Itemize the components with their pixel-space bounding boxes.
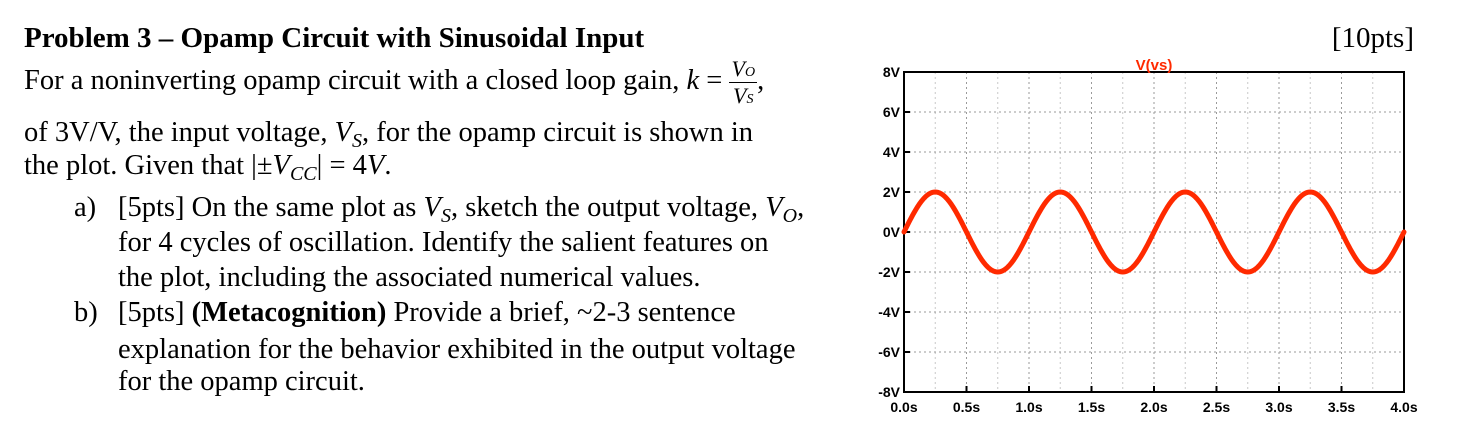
x-tick-label: 0.5s bbox=[953, 399, 980, 415]
intro-comma: , bbox=[757, 65, 765, 96]
vcc-symbol: V bbox=[272, 150, 290, 181]
intro-line-2: of 3V/V, the input voltage, VS, for the … bbox=[24, 117, 753, 153]
part-b-line-3: for the opamp circuit. bbox=[118, 366, 365, 397]
vs-sub: S bbox=[352, 130, 362, 152]
y-tick-label: 8V bbox=[883, 64, 901, 80]
fraction-numerator: V bbox=[731, 56, 745, 81]
x-axis-ticks: 0.0s 0.5s 1.0s 1.5s 2.0s 2.5s 3.0s 3.5s 4.0s bbox=[890, 386, 1418, 415]
part-b-line-1-a: [5pts] bbox=[118, 297, 192, 328]
problem-points: [10pts] bbox=[1331, 22, 1414, 54]
part-a-line-2: for 4 cycles of oscillation. Identify th… bbox=[118, 227, 769, 258]
part-a-line-1-b: , sketch the output voltage, bbox=[450, 192, 766, 223]
fraction-denominator: V bbox=[733, 83, 747, 108]
intro-line-2-a: of 3V/V, the input voltage, bbox=[24, 117, 335, 148]
part-a-vs-sub: S bbox=[440, 205, 451, 227]
vcc-sub: CC bbox=[289, 163, 317, 185]
y-tick-label: -2V bbox=[878, 264, 900, 280]
intro-line-3: the plot. Given that |±VCC| = 4V. bbox=[24, 150, 391, 186]
y-tick-label: 2V bbox=[883, 184, 901, 200]
y-tick-label: -8V bbox=[878, 384, 900, 400]
x-tick-label: 3.5s bbox=[1328, 399, 1355, 415]
gain-symbol: k bbox=[686, 65, 700, 96]
part-a-line-3: the plot, including the associated numer… bbox=[118, 262, 701, 293]
y-axis-ticks: 8V 6V 4V 2V 0V -2V -4V -6V -8V bbox=[878, 64, 910, 400]
part-a-line-1: [5pts] On the same plot as VS, sketch th… bbox=[118, 192, 804, 228]
series-line-vs bbox=[901, 189, 1407, 275]
x-tick-label: 2.0s bbox=[1140, 399, 1167, 415]
part-a-line-1-a: [5pts] On the same plot as bbox=[118, 192, 424, 223]
volt-unit: V bbox=[366, 150, 385, 181]
x-tick-label: 0.0s bbox=[890, 399, 917, 415]
part-b-label: b) bbox=[74, 297, 98, 328]
part-b-line-2: explanation for the behavior exhibited i… bbox=[118, 334, 796, 365]
x-tick-label: 2.5s bbox=[1203, 399, 1230, 415]
intro-line-3-b: | = 4 bbox=[316, 150, 367, 181]
equals-sign: = bbox=[706, 65, 723, 96]
vs-symbol: V bbox=[334, 117, 352, 148]
x-tick-label: 3.0s bbox=[1265, 399, 1292, 415]
part-a-label: a) bbox=[74, 192, 97, 223]
y-tick-label: -4V bbox=[878, 304, 900, 320]
intro-line-1: For a noninverting opamp circuit with a … bbox=[24, 58, 764, 107]
intro-line-2-b: , for the opamp circuit is shown in bbox=[362, 117, 754, 148]
metacognition-label: (Metacognition) bbox=[191, 297, 387, 328]
chart-title: V(vs) bbox=[1136, 57, 1173, 74]
gain-fraction: VO VS bbox=[729, 56, 758, 108]
part-a-vo-sub: O bbox=[782, 205, 798, 227]
part-a-vo-symbol: V bbox=[765, 192, 783, 223]
intro-text: For a noninverting opamp circuit with a … bbox=[24, 65, 687, 96]
y-tick-label: 4V bbox=[883, 144, 901, 160]
x-tick-label: 1.0s bbox=[1015, 399, 1042, 415]
part-b-line-1-b: Provide a brief, ~2-3 sentence bbox=[386, 297, 736, 328]
x-tick-label: 1.5s bbox=[1078, 399, 1105, 415]
intro-line-3-a: the plot. Given that |± bbox=[24, 150, 273, 181]
fraction-numerator-sub: O bbox=[744, 65, 756, 80]
y-tick-label: -6V bbox=[878, 344, 900, 360]
part-b-line-1: [5pts] (Metacognition) Provide a brief, … bbox=[118, 297, 736, 329]
problem-title: Problem 3 – Opamp Circuit with Sinusoida… bbox=[24, 22, 645, 54]
y-tick-label: 0V bbox=[883, 224, 901, 240]
part-a-vs-symbol: V bbox=[423, 192, 441, 223]
intro-line-3-end: . bbox=[384, 150, 392, 181]
plot-series bbox=[901, 189, 1407, 275]
part-a-line-1-end: , bbox=[797, 192, 805, 223]
fraction-denominator-sub: S bbox=[746, 92, 754, 107]
x-tick-label: 4.0s bbox=[1390, 399, 1417, 415]
y-tick-label: 6V bbox=[883, 104, 901, 120]
